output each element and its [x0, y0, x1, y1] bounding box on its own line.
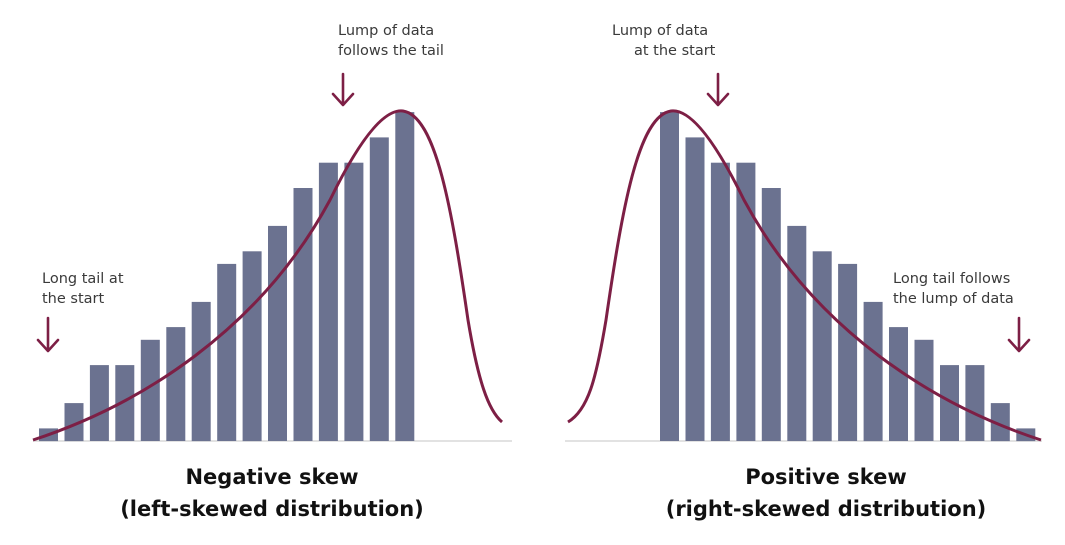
- negative-skew-chart: Long tail at the start Lump of data foll…: [32, 23, 512, 521]
- left-annotation-2: Lump of data follows the tail: [338, 23, 444, 59]
- left-bar-5: [140, 339, 160, 441]
- right-bars: [660, 112, 1036, 442]
- right-bar-3: [710, 162, 730, 441]
- left-annotation-2-line-1: Lump of data: [338, 23, 434, 39]
- left-bar-2: [64, 403, 84, 442]
- right-bar-11: [914, 339, 934, 441]
- left-chart-subtitle: (left-skewed distribution): [120, 497, 424, 521]
- right-bar-9: [863, 301, 883, 442]
- left-tail-arrow-icon: [36, 316, 60, 353]
- left-bar-12: [318, 162, 338, 441]
- left-annotation-1-line-2: the start: [42, 291, 104, 307]
- right-bar-4: [736, 162, 756, 441]
- left-bar-13: [344, 162, 364, 441]
- right-annotation-1-line-2: at the start: [634, 43, 716, 59]
- right-distribution-curve: [567, 109, 1042, 442]
- left-bar-3: [89, 365, 109, 441]
- right-bar-8: [838, 263, 858, 441]
- right-bar-12: [940, 365, 959, 441]
- right-annotation-1-line-1: Lump of data: [612, 23, 708, 39]
- right-chart-title: Positive skew: [745, 465, 907, 489]
- left-annotation-1: Long tail at the start: [42, 271, 128, 307]
- left-bar-6: [166, 327, 186, 441]
- left-bar-7: [191, 301, 211, 442]
- left-bar-4: [115, 365, 135, 441]
- right-bar-5: [761, 188, 781, 441]
- right-bar-6: [787, 225, 807, 441]
- left-bar-9: [242, 251, 262, 442]
- right-lump-arrow-icon: [706, 72, 730, 107]
- right-bar-7: [812, 251, 832, 442]
- left-chart-title: Negative skew: [185, 465, 358, 489]
- right-tail-arrow-icon: [1007, 316, 1031, 353]
- right-bar-1: [660, 112, 679, 441]
- right-chart-subtitle: (right-skewed distribution): [666, 497, 987, 521]
- left-distribution-curve: [32, 109, 504, 442]
- left-bar-14: [369, 137, 389, 441]
- left-bars: [39, 112, 415, 442]
- left-bar-10: [268, 225, 287, 441]
- positive-skew-chart: Lump of data at the start Long tail foll…: [565, 23, 1042, 521]
- right-bar-2: [685, 137, 705, 441]
- right-annotation-2: Long tail follows the lump of data: [893, 271, 1015, 307]
- left-annotation-1-line-1: Long tail at: [42, 271, 124, 287]
- right-annotation-1: Lump of data at the start: [612, 23, 716, 59]
- left-bar-15: [395, 112, 415, 441]
- left-lump-arrow-icon: [331, 72, 355, 107]
- right-bar-10: [889, 327, 908, 441]
- left-annotation-2-line-2: follows the tail: [338, 43, 444, 59]
- left-bar-8: [217, 263, 237, 441]
- right-annotation-2-line-2: the lump of data: [893, 291, 1014, 307]
- right-bar-14: [990, 403, 1010, 442]
- left-bar-11: [293, 188, 313, 441]
- right-annotation-2-line-1: Long tail follows: [893, 271, 1010, 287]
- right-bar-13: [965, 365, 985, 441]
